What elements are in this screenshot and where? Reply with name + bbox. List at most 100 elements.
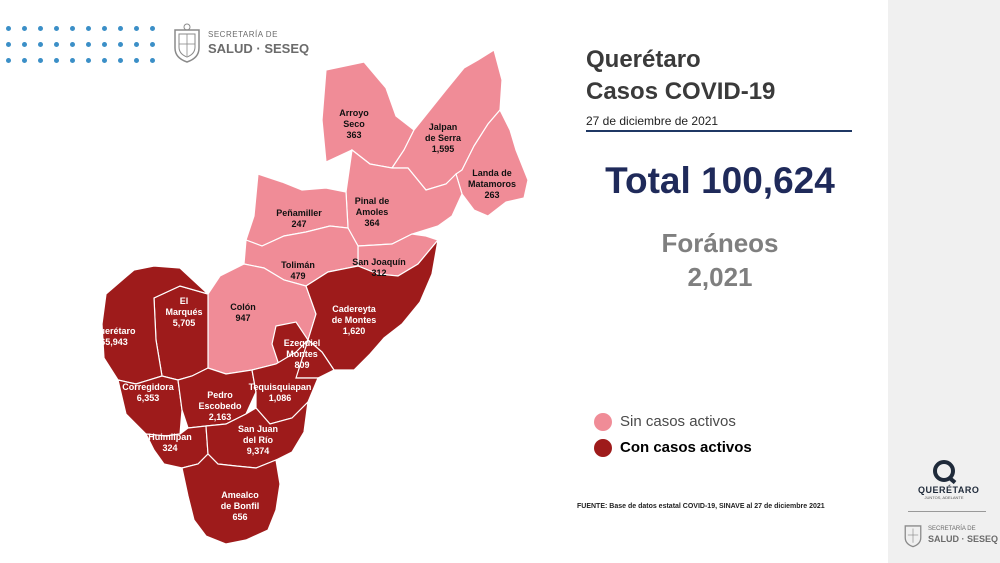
municipality-label-huimilpan: Huimilpan 324 xyxy=(148,432,192,453)
municipality-label-jalpan: Jalpan de Serra 1,595 xyxy=(425,122,462,154)
municipality-label-pedro-escobedo: Pedro Escobedo 2,163 xyxy=(198,390,242,422)
municipality-label-cadereyta: Cadereyta de Montes 1,620 xyxy=(332,304,377,336)
seseq-logo-bottom: SECRETARÍA DE SALUD · SESEQ xyxy=(902,520,998,552)
foraneos-value: 2,021 xyxy=(687,262,753,292)
municipality-label-line: San Juan xyxy=(238,424,278,434)
state-seal-icon xyxy=(174,23,200,63)
municipality-label-line: Peñamiller xyxy=(276,208,322,218)
decorative-dot xyxy=(22,58,27,63)
agency-line1: SECRETARÍA DE xyxy=(208,30,278,39)
region-tequisquiapan xyxy=(251,339,319,425)
municipality-label-line: del Río xyxy=(243,435,274,445)
municipality-label-line: 9,374 xyxy=(247,446,270,456)
page-title: Querétaro Casos COVID-19 xyxy=(586,44,775,108)
decorative-dot xyxy=(134,58,139,63)
municipality-label-line: Huimilpan xyxy=(148,432,192,442)
municipality-label-line: Matamoros xyxy=(468,179,516,189)
legend-label-sin-casos: Sin casos activos xyxy=(620,413,736,430)
municipality-label-san-juan: San Juan del Río 9,374 xyxy=(238,424,278,456)
decorative-dot xyxy=(38,58,43,63)
queretaro-brand-logo: QUERÉTARO JUNTOS, ADELANTE xyxy=(918,460,980,500)
sidebar-divider xyxy=(908,511,986,512)
municipality-label-line: 809 xyxy=(294,360,309,370)
decorative-dot xyxy=(118,42,123,47)
brand-name: QUERÉTARO xyxy=(918,485,980,495)
municipality-label-line: 263 xyxy=(484,190,499,200)
legend-label-con-casos: Con casos activos xyxy=(620,439,752,456)
municipality-label-line: 1,086 xyxy=(269,393,292,403)
decorative-dot xyxy=(118,58,123,63)
decorative-dot xyxy=(38,42,43,47)
municipality-label-line: 5,705 xyxy=(173,318,196,328)
municipality-label-line: de Montes xyxy=(332,315,377,325)
municipality-label-line: 312 xyxy=(371,268,386,278)
municipality-label-line: 6,353 xyxy=(137,393,160,403)
municipality-label-line: Tequisquiapan xyxy=(249,382,312,392)
municipality-label-el-marques: El Marqués 5,705 xyxy=(165,296,202,328)
total-cases: Total 100,624 xyxy=(605,160,835,201)
sidebar-agency-line2: SALUD · SESEQ xyxy=(928,534,999,544)
decorative-dot xyxy=(6,42,11,47)
municipality-label-line: Cadereyta xyxy=(332,304,377,314)
municipality-label-line: Marqués xyxy=(165,307,202,317)
municipality-label-landa: Landa de Matamoros 263 xyxy=(468,168,516,200)
municipality-label-line: 1,620 xyxy=(343,326,366,336)
title-divider xyxy=(586,130,852,132)
title-line2: Casos COVID-19 xyxy=(586,78,776,105)
municipality-label-line: Landa de xyxy=(472,168,512,178)
decorative-dot xyxy=(150,26,155,31)
report-date: 27 de diciembre de 2021 xyxy=(586,114,719,128)
municipality-label-line: Pinal de xyxy=(355,196,390,206)
region-queretaro xyxy=(101,265,209,385)
legend-swatch-con-casos xyxy=(594,439,612,457)
municipality-label-line: de Bonfil xyxy=(221,501,260,511)
decorative-dot xyxy=(38,26,43,31)
agency-line2: SALUD · SESEQ xyxy=(208,41,310,56)
municipality-label-line: Pedro xyxy=(207,390,233,400)
decorative-dot xyxy=(54,58,59,63)
municipality-label-line: Amoles xyxy=(356,207,389,217)
municipality-label-pinal: Pinal de Amoles 364 xyxy=(355,196,390,228)
municipality-label-corregidora: Corregidora 6,353 xyxy=(122,382,175,403)
municipality-label-line: 65,943 xyxy=(100,337,128,347)
decorative-dot xyxy=(54,26,59,31)
decorative-dot xyxy=(70,42,75,47)
decorative-dot xyxy=(102,26,107,31)
decorative-dot-grid xyxy=(6,26,166,68)
municipality-label-toliman: Tolimán 479 xyxy=(281,260,315,281)
queretaro-q-icon xyxy=(933,460,955,482)
municipality-label-line: 1,595 xyxy=(432,144,455,154)
brand-tagline: JUNTOS, ADELANTE xyxy=(924,495,964,500)
decorative-dot xyxy=(150,58,155,63)
decorative-dot xyxy=(134,26,139,31)
source-note: FUENTE: Base de datos estatal COVID-19, … xyxy=(577,503,825,510)
municipality-label-ezequiel: Ezequiel Montes 809 xyxy=(284,338,321,370)
municipality-label-line: 364 xyxy=(364,218,379,228)
decorative-dot xyxy=(86,26,91,31)
municipality-label-line: Escobedo xyxy=(198,401,242,411)
region-amealco xyxy=(181,453,281,545)
seseq-logo-top: SECRETARÍA DE SALUD · SESEQ xyxy=(170,22,310,68)
municipality-label-line: El xyxy=(180,296,189,306)
municipality-label-arroyo-seco: Arroyo Seco 363 xyxy=(339,108,369,140)
municipality-label-line: 479 xyxy=(290,271,305,281)
municipality-label-line: Seco xyxy=(343,119,365,129)
municipality-label-line: 2,163 xyxy=(209,412,232,422)
region-pedro-escobedo xyxy=(177,367,257,429)
municipality-label-amealco: Amealco de Bonfil 656 xyxy=(221,490,260,522)
municipality-label-line: San Joaquín xyxy=(352,257,406,267)
municipality-label-penamiller: Peñamiller 247 xyxy=(276,208,322,229)
municipality-label-line: 947 xyxy=(235,313,250,323)
municipality-label-line: Arroyo xyxy=(339,108,369,118)
decorative-dot xyxy=(6,26,11,31)
municipality-label-colon: Colón 947 xyxy=(230,302,256,323)
municipality-label-san-joaquin: San Joaquín 312 xyxy=(352,257,406,278)
state-seal-icon xyxy=(904,525,922,548)
decorative-dot xyxy=(6,58,11,63)
municipality-label-line: Colón xyxy=(230,302,256,312)
municipality-label-tequisquiapan: Tequisquiapan 1,086 xyxy=(249,382,312,403)
decorative-dot xyxy=(102,58,107,63)
municipality-label-line: Ezequiel xyxy=(284,338,321,348)
decorative-dot xyxy=(22,26,27,31)
